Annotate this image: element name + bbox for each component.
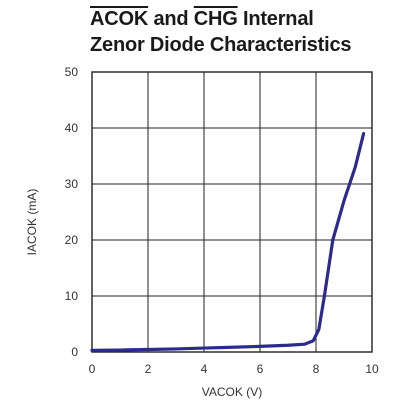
y-tick-label: 30: [65, 177, 79, 191]
series-line: [90, 132, 366, 352]
plot-frame: [91, 71, 373, 353]
y-axis-label: IACOK (mA): [25, 189, 39, 256]
title-acok-signal: ACOK: [90, 8, 149, 30]
x-tick-label: 8: [313, 362, 320, 376]
y-tick-label: 50: [65, 65, 79, 79]
x-axis-label: VACOK (V): [202, 385, 262, 399]
x-tick-label: 0: [89, 362, 96, 376]
y-tick-label: 40: [65, 121, 79, 135]
y-tick-label: 0: [71, 345, 78, 359]
title-and-text: and: [148, 8, 194, 30]
chart-title-line-1: ACOK and CHG Internal: [90, 8, 314, 31]
title-internal-text: Internal: [237, 8, 314, 30]
x-tick-label: 6: [257, 362, 264, 376]
title-chg-signal: CHG: [193, 8, 238, 30]
x-tick-label: 2: [145, 362, 152, 376]
chart-title-line-2: Zenor Diode Characteristics: [90, 34, 352, 56]
x-tick-label: 4: [201, 362, 208, 376]
y-tick-label: 10: [65, 289, 79, 303]
x-tick-label: 10: [365, 362, 379, 376]
y-tick-label: 20: [65, 233, 79, 247]
